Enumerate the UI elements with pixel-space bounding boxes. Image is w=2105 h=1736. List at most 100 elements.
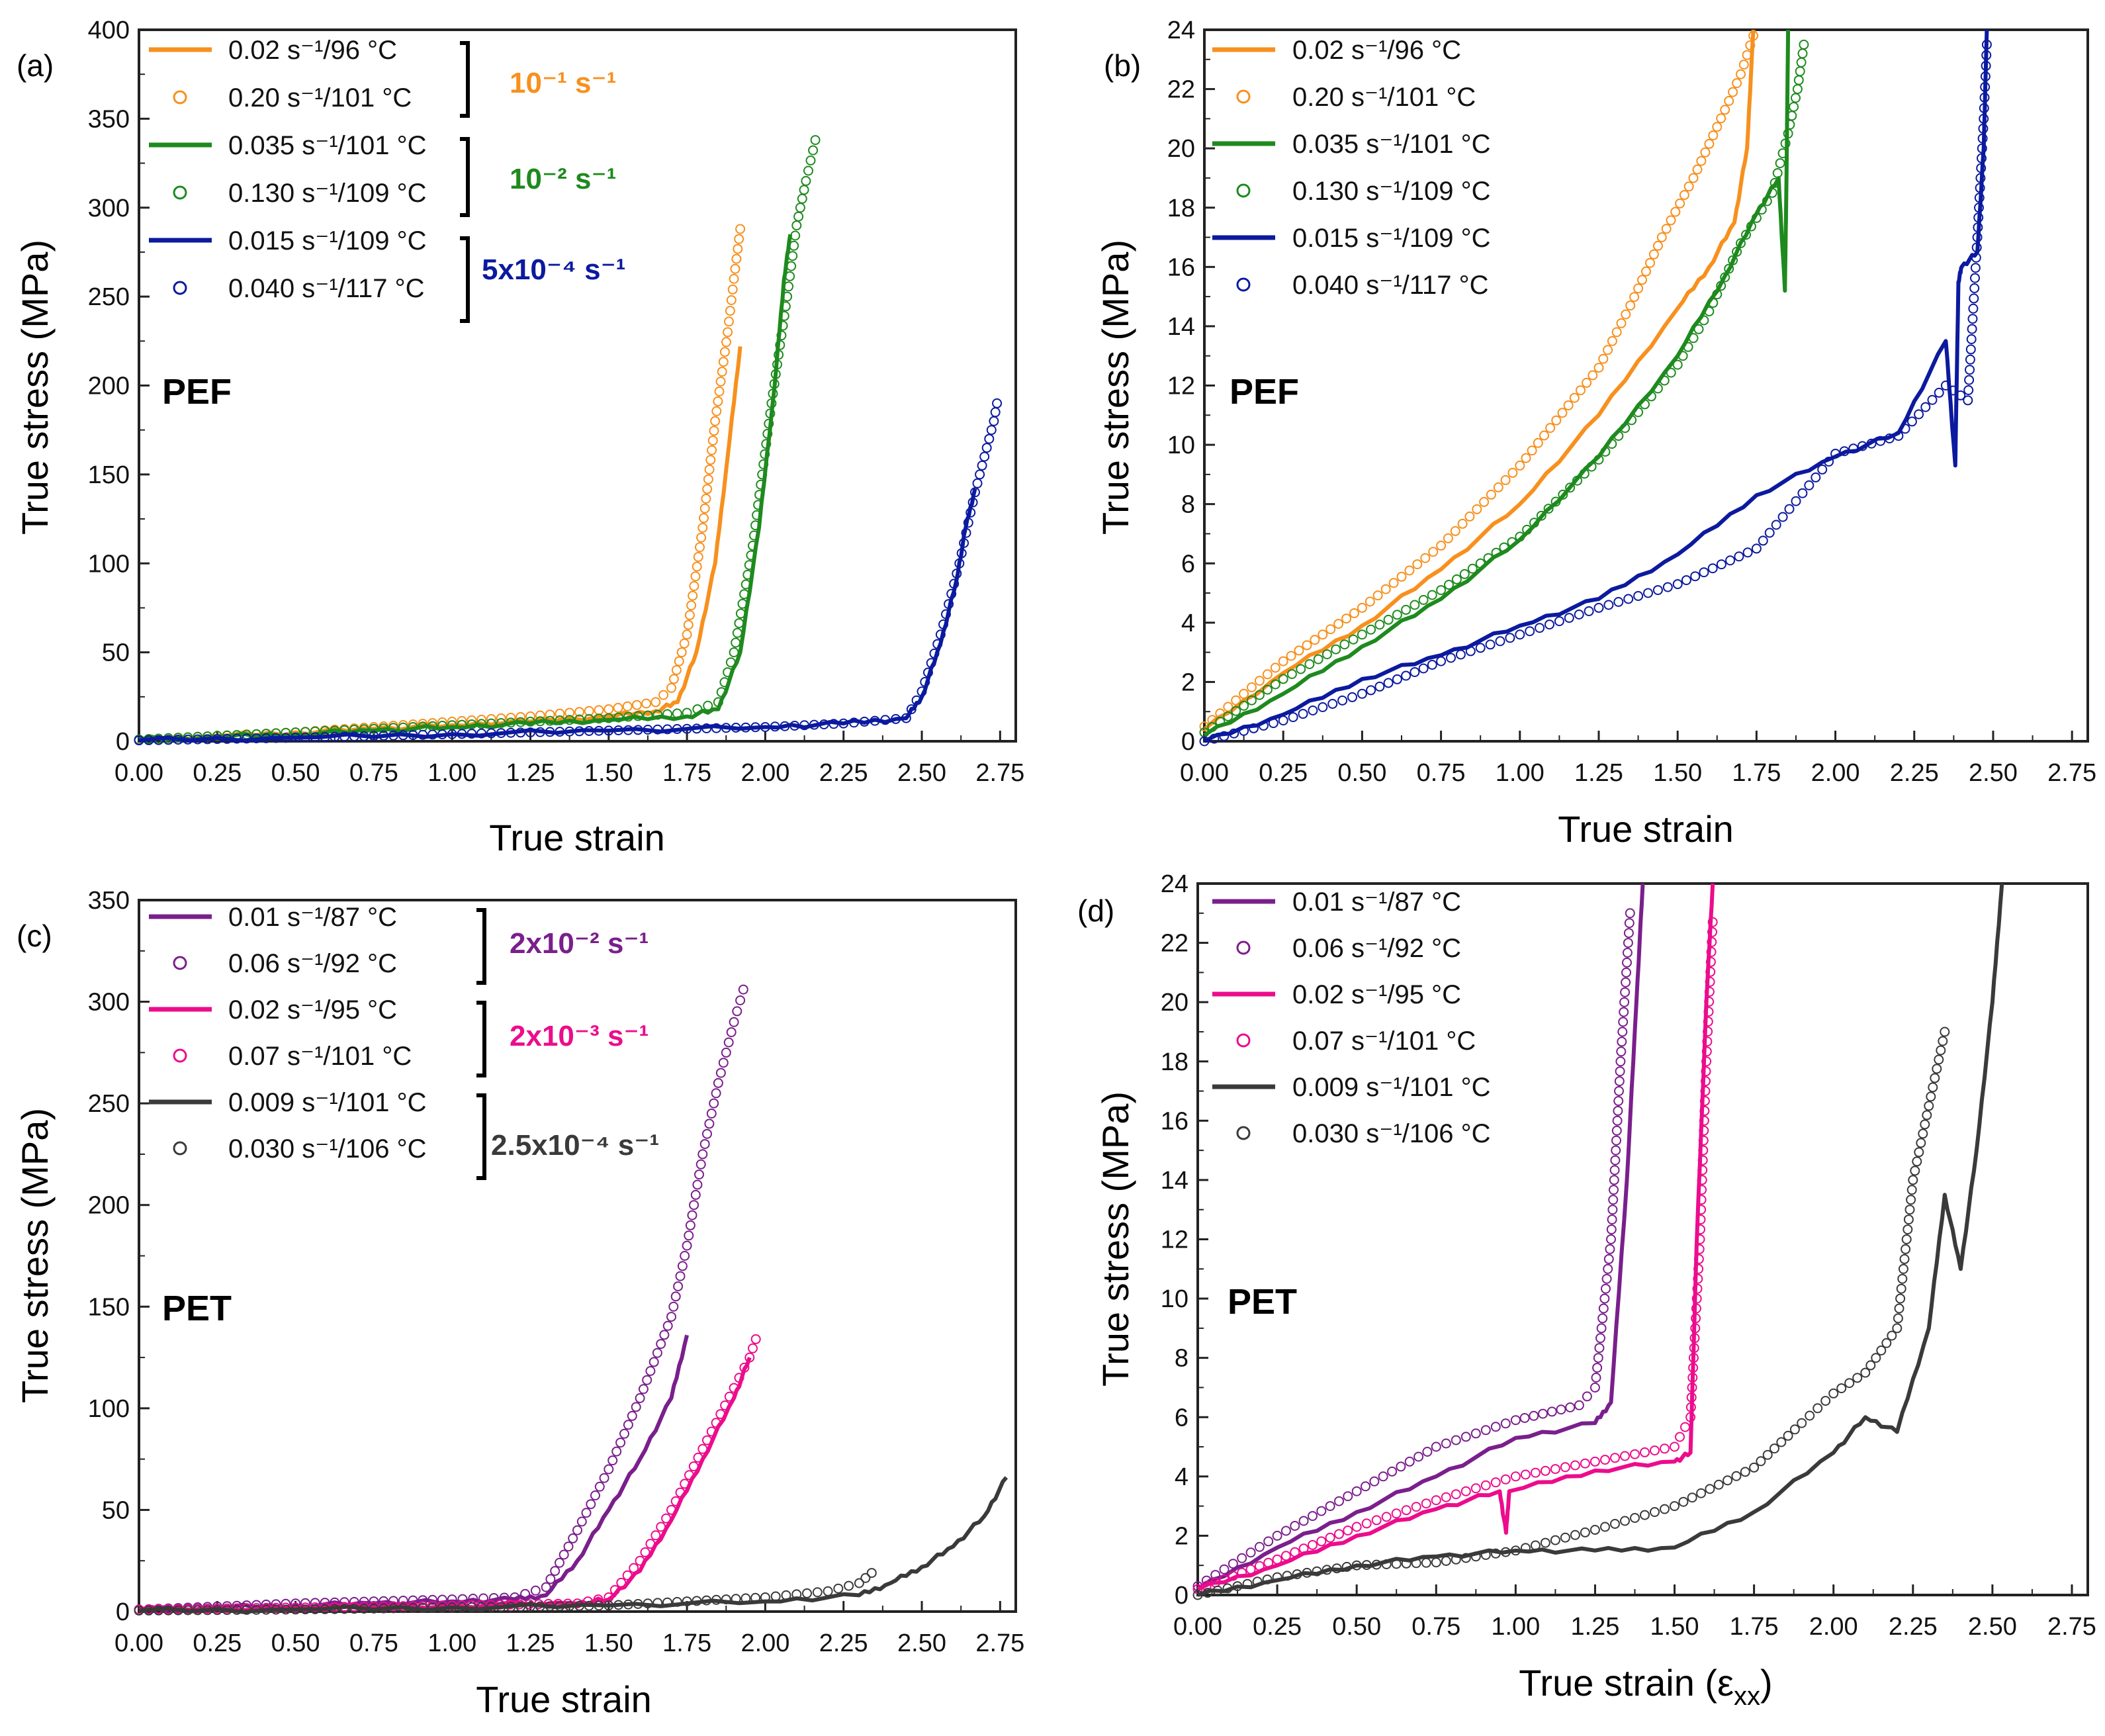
panel-b-series-1-marker — [1262, 669, 1273, 680]
panel-a-series-3-marker — [737, 598, 748, 609]
panel-a-series-5-marker — [232, 733, 242, 744]
panel-a-series-1-marker — [676, 647, 687, 658]
panel-b-series-1-marker — [1683, 181, 1694, 192]
panel-c-ytick-label: 50 — [102, 1496, 130, 1524]
panel-a-series-5-marker — [564, 726, 575, 737]
panel-b-series-3-marker — [1436, 585, 1447, 596]
panel-b-series-3-marker — [1313, 654, 1323, 664]
panel-d-series-5-marker — [1500, 1547, 1511, 1557]
panel-a-series-5-marker — [173, 735, 183, 745]
panel-d-series-3-marker — [1691, 1303, 1701, 1314]
panel-d-series-1-marker — [1351, 1486, 1362, 1496]
panel-a-xtick-label: 1.50 — [584, 759, 633, 787]
panel-d-series-1-marker — [1210, 1570, 1221, 1580]
panel-b-series-1-marker — [1239, 688, 1249, 699]
panel-c-series-5-marker — [349, 1604, 359, 1614]
panel-a-series-1-marker — [584, 706, 594, 716]
panel-c-series-1-marker — [581, 1508, 592, 1518]
panel-b-series-5-marker — [1963, 395, 1973, 406]
panel-a-series-5-marker — [692, 723, 702, 734]
panel-d-series-5-marker — [1351, 1560, 1362, 1571]
panel-b-series-3-marker — [1693, 324, 1704, 334]
panel-b-series-3-marker — [1536, 510, 1546, 521]
panel-b-series-5-marker — [1965, 344, 1976, 355]
panel-b-series-5-marker — [1971, 242, 1982, 253]
panel-b-series-1-marker — [1611, 327, 1622, 338]
panel-a-series-5-marker — [932, 639, 943, 649]
panel-d-series-3-marker — [1705, 966, 1716, 977]
panel-a-series-3-marker — [776, 330, 787, 341]
panel-a-series-3-marker — [754, 490, 765, 500]
panel-c-series-5-marker — [232, 1605, 242, 1615]
panel-b: 0.00 0.25 0.50 0.75 1.00 1.25 1.50 1.75 2.00 2.25… — [1095, 17, 2096, 850]
panel-b-series-5-marker — [1972, 232, 1983, 242]
panel-d-series-1-marker — [1422, 1447, 1433, 1457]
panel-b-legend-item: 0.015 s⁻¹/109 °C — [1212, 224, 1491, 253]
panel-b-series-3-marker — [1728, 255, 1738, 265]
panel-a-series-1-marker — [702, 484, 713, 494]
panel-a-series-5-marker — [944, 599, 954, 610]
panel-d-series-5-marker — [1936, 1045, 1946, 1056]
panel-a-ytick-label: 200 — [88, 373, 130, 400]
panel-a-xtick-label: 0.25 — [193, 759, 242, 787]
panel-d-xtick-label: 0.50 — [1332, 1613, 1381, 1641]
panel-b-series-3-marker — [1383, 614, 1394, 625]
panel-a-series-3-marker — [662, 709, 672, 719]
panel-a-series-3-marker — [735, 608, 746, 619]
panel-b-series-5-marker — [1971, 252, 1981, 263]
panel-a-series-5-marker — [963, 518, 973, 528]
panel-a-series-1-marker — [710, 416, 721, 426]
panel-a-series-3-marker — [756, 479, 766, 490]
panel-c-legend-item: 0.06 s⁻¹/92 °C — [173, 949, 397, 978]
panel-b-series-5-marker — [1979, 113, 1989, 124]
panel-d-series-3-marker — [1706, 946, 1717, 957]
panel-a-series-5 — [134, 398, 1003, 746]
panel-b-series-1-marker — [1692, 164, 1703, 175]
panel-d-ytick-label: 6 — [1175, 1404, 1188, 1432]
panel-a-xtick-label: 2.00 — [740, 759, 789, 787]
panel-b-series-1-marker — [1318, 629, 1328, 640]
panel-c-series-1-marker — [699, 1139, 710, 1150]
panel-a-series-1-marker — [704, 465, 715, 475]
panel-d-series-1-marker — [1623, 928, 1634, 938]
panel-b-series-3-marker — [1304, 659, 1315, 669]
panel-d-series-3-marker — [1701, 1076, 1711, 1087]
panel-a-series-3-marker — [731, 637, 741, 648]
panel-d-xtick-label: 2.25 — [1889, 1613, 1938, 1641]
panel-a-group-2: 10⁻² s⁻¹ — [510, 163, 616, 195]
panel-d-series-5-marker — [1262, 1575, 1273, 1584]
panel-c: 0.00 0.25 0.50 0.75 1.00 1.25 1.50 1.75 2.00 2.25… — [14, 887, 1024, 1720]
panel-c-ytick-label: 300 — [88, 989, 130, 1017]
panel-a-series-5-marker — [938, 619, 948, 629]
panel-a-series-1-marker — [631, 700, 642, 710]
panel-b-series-3-marker — [1296, 664, 1306, 674]
panel-a-series-1-marker — [725, 306, 735, 316]
panel-a-series-1-marker — [613, 703, 623, 713]
panel-b-series-3-marker — [1239, 700, 1249, 711]
panel-c-series-5-marker — [320, 1604, 330, 1614]
panel-b-series-1-marker — [1325, 624, 1336, 635]
panel-c-series-5-marker — [662, 1597, 672, 1608]
panel-d-series-5-marker — [1341, 1561, 1352, 1572]
panel-d-series-5-marker — [1302, 1567, 1312, 1578]
panel-d-series-5-marker — [1520, 1543, 1531, 1553]
panel-c-xtick-label: 2.00 — [740, 1629, 789, 1657]
panel-c-series-1-marker — [704, 1119, 715, 1129]
panel-b-series-5-marker — [1934, 387, 1944, 398]
panel-b-series-5-marker — [1643, 588, 1653, 598]
panel-c-series-5-marker — [833, 1583, 844, 1594]
panel-a-series-5-marker — [880, 715, 891, 725]
panel-b-series-5-marker — [1970, 273, 1980, 283]
panel-c-series-1-marker — [623, 1420, 633, 1430]
panel-c-series-5-marker — [496, 1602, 506, 1612]
panel-c-series-5-marker — [281, 1604, 291, 1615]
panel-b-grid-ticks: 0.00 0.25 0.50 0.75 1.00 1.25 1.50 1.75 2.00 2.25… — [1167, 17, 2096, 787]
panel-b-series-5-marker — [1784, 504, 1795, 514]
panel-d-series-5-marker — [1331, 1563, 1342, 1574]
panel-b-series-4-line — [1203, 29, 1989, 743]
panel-c-series-1-marker — [695, 1159, 706, 1169]
panel-b-legend-label: 0.040 s⁻¹/117 °C — [1292, 271, 1489, 300]
panel-a-series-5-marker — [242, 733, 252, 744]
panel-d-series-5-marker — [1940, 1027, 1950, 1037]
panel-d-series-3-marker — [1707, 927, 1717, 937]
